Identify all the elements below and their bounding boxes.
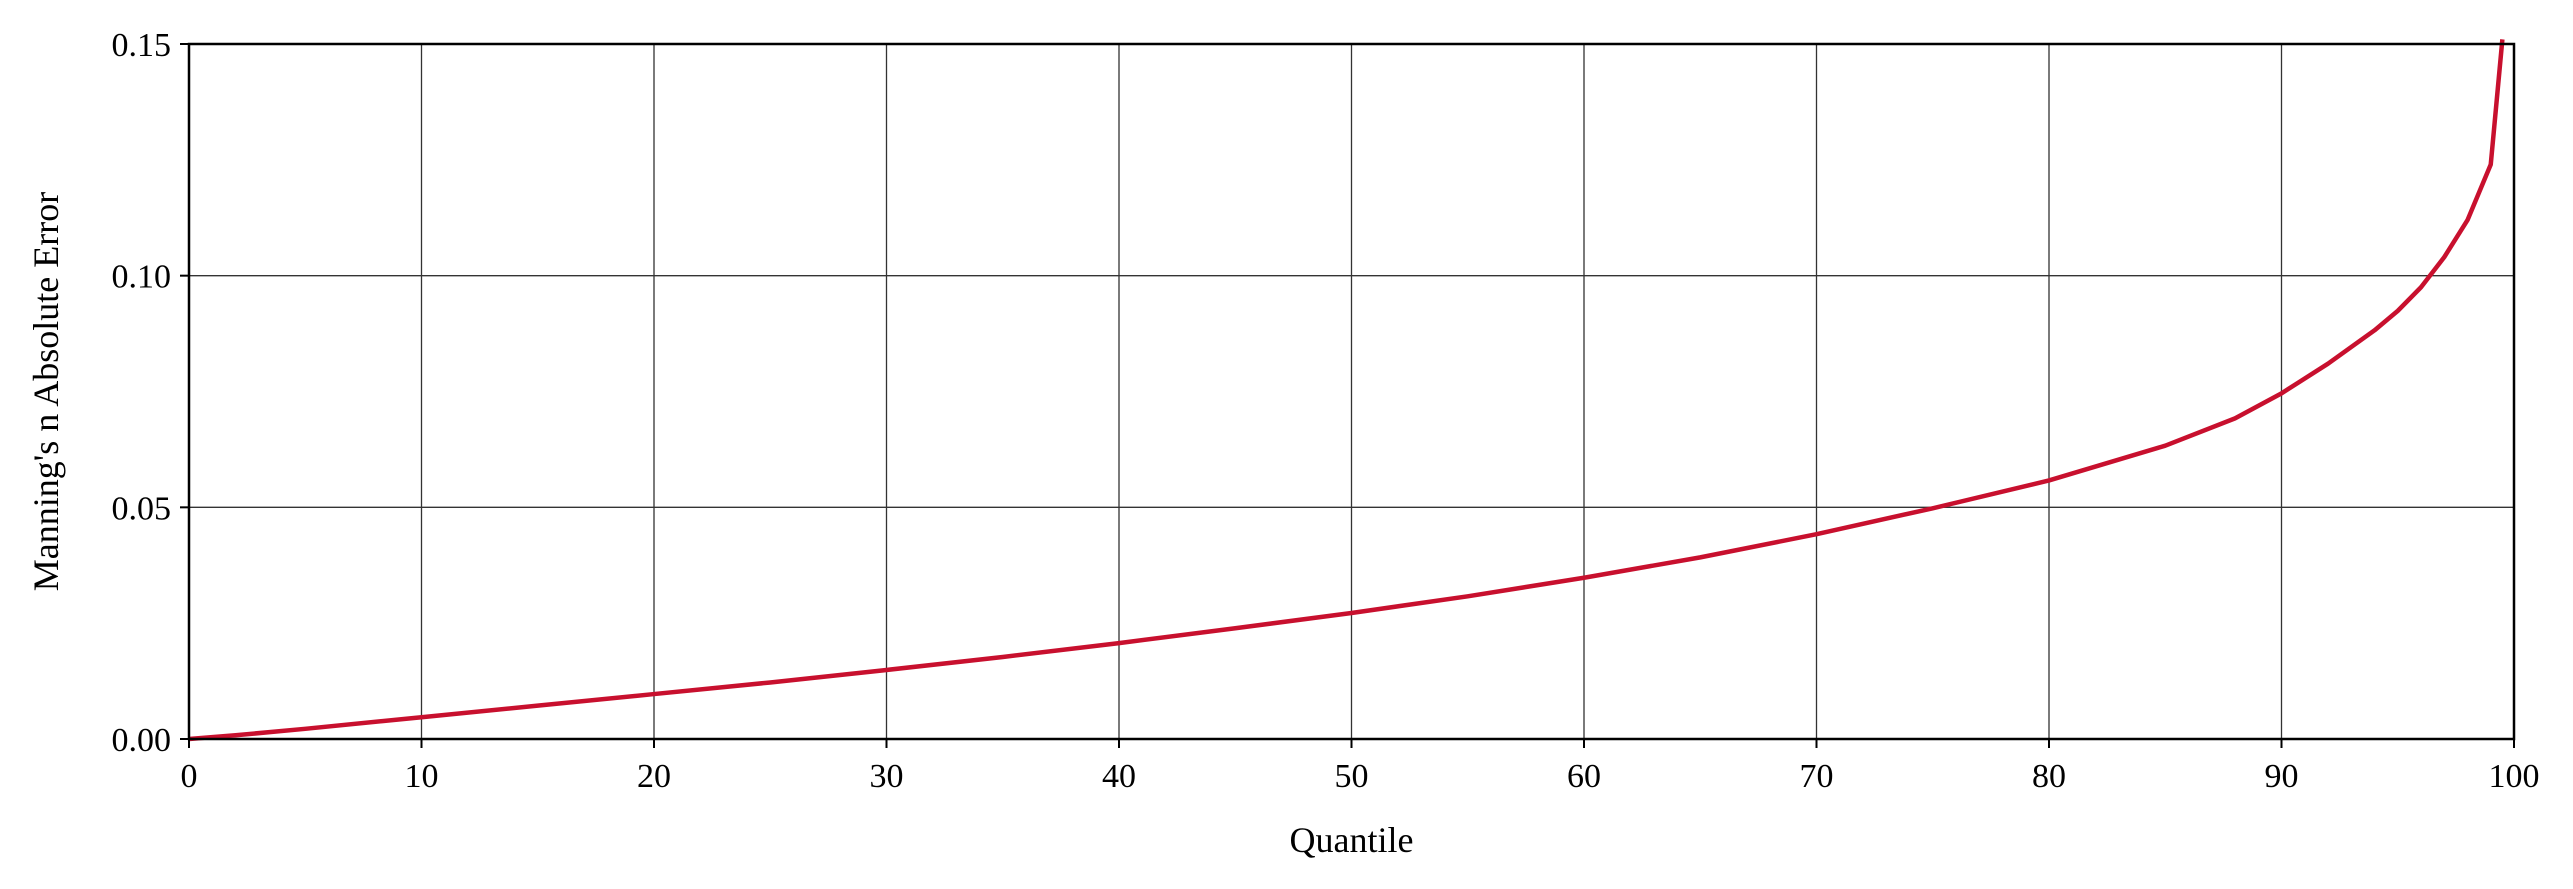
- x-tick-label-5: 50: [1335, 758, 1369, 795]
- x-tick-label-3: 30: [870, 758, 904, 795]
- y-tick-label-1: 0.05: [112, 490, 172, 527]
- x-tick-label-7: 70: [1800, 758, 1834, 795]
- y-axis-title: Manning's n Absolute Error: [26, 192, 66, 591]
- x-tick-label-1: 10: [405, 758, 439, 795]
- grid-lines: [189, 44, 2514, 739]
- x-tick-label-0: 0: [181, 758, 198, 795]
- y-tick-label-2: 0.10: [112, 259, 172, 296]
- x-tick-label-6: 60: [1567, 758, 1601, 795]
- x-tick-label-8: 80: [2032, 758, 2066, 795]
- x-tick-label-10: 100: [2489, 758, 2540, 795]
- x-tick-label-4: 40: [1102, 758, 1136, 795]
- x-axis-title: Quantile: [1290, 820, 1414, 860]
- series-layer: [188, 39, 2505, 742]
- y-tick-label-3: 0.15: [112, 27, 172, 64]
- tick-marks: [180, 43, 2515, 748]
- series-line-0: [188, 39, 2505, 742]
- x-tick-label-9: 90: [2265, 758, 2299, 795]
- y-tick-label-0: 0.00: [112, 722, 172, 759]
- tick-labels: 0 10 20 30 40 50 60 70 80 90 100 0.00 0.05 0.10 0.15: [112, 27, 2540, 795]
- x-tick-label-2: 20: [637, 758, 671, 795]
